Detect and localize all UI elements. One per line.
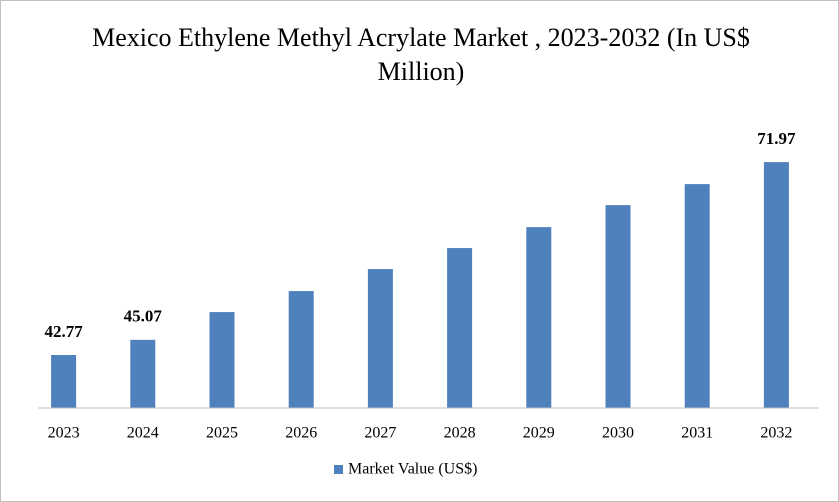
x-tick-label: 2023	[48, 425, 80, 442]
chart-title: Mexico Ethylene Methyl Acrylate Market ,…	[92, 23, 750, 86]
bar	[288, 291, 314, 408]
data-label: 45.07	[124, 307, 163, 326]
bar	[367, 269, 393, 408]
x-tick-label: 2026	[285, 425, 317, 442]
data-label: 42.77	[44, 322, 83, 341]
bar	[684, 184, 710, 408]
data-label: 71.97	[757, 129, 796, 148]
bar	[763, 162, 789, 408]
bar	[130, 339, 156, 408]
x-tick-label: 2032	[760, 425, 792, 442]
x-tick-label: 2030	[602, 425, 634, 442]
bar	[209, 312, 235, 408]
legend-label: Market Value (US$)	[348, 461, 477, 478]
x-tick-label: 2029	[523, 425, 555, 442]
x-tick-label: 2027	[364, 425, 396, 442]
bar	[51, 355, 77, 408]
bar	[605, 205, 631, 408]
x-tick-label: 2031	[681, 425, 713, 442]
bar	[526, 227, 552, 408]
bar	[447, 248, 473, 408]
x-tick-label: 2028	[444, 425, 476, 442]
legend-swatch	[334, 465, 343, 474]
x-tick-label: 2024	[127, 425, 159, 442]
x-tick-label: 2025	[206, 425, 238, 442]
